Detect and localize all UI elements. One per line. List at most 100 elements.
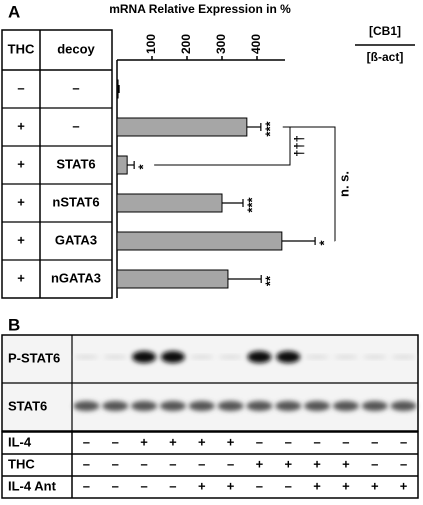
table-cell: –	[313, 434, 320, 449]
band	[305, 355, 330, 359]
table-cell: –	[371, 434, 378, 449]
table-cell: +	[256, 456, 264, 471]
bar	[116, 231, 283, 251]
table-cell: –	[256, 478, 263, 493]
blot: P-STAT6 STAT6	[1, 334, 419, 432]
bar	[116, 269, 229, 289]
table-cell: –	[169, 478, 176, 493]
ratio-denominator: [ß-act]	[367, 50, 404, 64]
x-tick-label: 200	[179, 34, 193, 54]
significance-label: ***	[244, 196, 259, 212]
band	[391, 355, 416, 359]
table-cell: –	[198, 456, 205, 471]
table-cell: +	[198, 434, 206, 449]
blot-label: P-STAT6	[8, 350, 60, 365]
bar	[116, 155, 128, 175]
band	[74, 355, 99, 359]
significance-label: **	[263, 275, 278, 286]
band	[159, 401, 186, 411]
band	[246, 401, 273, 411]
table-cell: –	[140, 478, 147, 493]
table-cell: +	[313, 456, 321, 471]
table-cell: –	[83, 478, 90, 493]
table-cell: +	[371, 478, 379, 493]
table-cell: –	[227, 456, 234, 471]
row-label: THC	[8, 456, 35, 471]
significance-label: *	[317, 240, 332, 246]
table-cell: +	[342, 478, 350, 493]
table-cell: –	[400, 456, 407, 471]
table-cell: +	[400, 478, 408, 493]
table-cell: STAT6	[56, 156, 95, 171]
table-header: decoy	[57, 41, 95, 56]
band	[160, 351, 185, 363]
table-cell: –	[17, 80, 24, 95]
table-cell: +	[342, 456, 350, 471]
bar	[116, 193, 223, 213]
significance-label: ***	[262, 120, 277, 136]
condition-table	[1, 29, 113, 299]
x-tick-label: 100	[144, 34, 158, 54]
band	[218, 355, 243, 359]
table-cell: nGATA3	[51, 270, 101, 285]
table-cell: –	[83, 456, 90, 471]
band	[131, 401, 158, 411]
treatment-table	[1, 431, 419, 499]
table-cell: +	[313, 478, 321, 493]
table-cell: GATA3	[55, 232, 97, 247]
table-cell: +	[227, 478, 235, 493]
bracket-label: †††	[291, 135, 306, 157]
table-cell: –	[83, 434, 90, 449]
significance-label: *	[136, 164, 151, 170]
table-cell: –	[72, 80, 79, 95]
row-label: IL-4	[8, 434, 32, 449]
table-cell: –	[112, 434, 119, 449]
row-label: IL-4 Ant	[8, 478, 57, 493]
chart-title: mRNA Relative Expression in %	[109, 2, 291, 16]
table-cell: +	[169, 434, 177, 449]
band	[304, 401, 331, 411]
table-cell: nSTAT6	[52, 194, 99, 209]
panel-label: A	[8, 2, 20, 21]
table-cell: –	[112, 456, 119, 471]
table-cell: +	[17, 270, 25, 285]
band	[132, 351, 157, 363]
table-cell: –	[256, 434, 263, 449]
bar	[116, 117, 248, 137]
panel-label: B	[8, 315, 20, 334]
band	[275, 401, 302, 411]
table-cell: +	[17, 118, 25, 133]
table-header: THC	[8, 41, 35, 56]
table-cell: –	[140, 456, 147, 471]
table-cell: +	[140, 434, 148, 449]
bar	[116, 79, 119, 99]
x-tick-label: 400	[249, 34, 263, 54]
table-cell: –	[342, 434, 349, 449]
band	[188, 401, 215, 411]
table-cell: –	[169, 456, 176, 471]
x-tick-label: 300	[214, 34, 228, 54]
band	[276, 351, 301, 363]
table-cell: –	[285, 478, 292, 493]
band	[103, 355, 128, 359]
bracket	[282, 126, 336, 242]
table-cell: –	[400, 434, 407, 449]
table-cell: +	[227, 434, 235, 449]
band	[361, 401, 388, 411]
table-cell: –	[112, 478, 119, 493]
band	[189, 355, 214, 359]
table-cell: –	[72, 118, 79, 133]
band	[247, 351, 272, 363]
band	[332, 401, 359, 411]
band	[390, 401, 417, 411]
table-cell: +	[198, 478, 206, 493]
table-cell: +	[17, 156, 25, 171]
band	[362, 355, 387, 359]
bracket-label: n. s.	[336, 171, 351, 197]
band	[102, 401, 129, 411]
table-cell: +	[17, 194, 25, 209]
table-cell: +	[284, 456, 292, 471]
band	[217, 401, 244, 411]
blot-label: STAT6	[8, 398, 47, 413]
ratio-numerator: [CB1]	[369, 24, 401, 38]
